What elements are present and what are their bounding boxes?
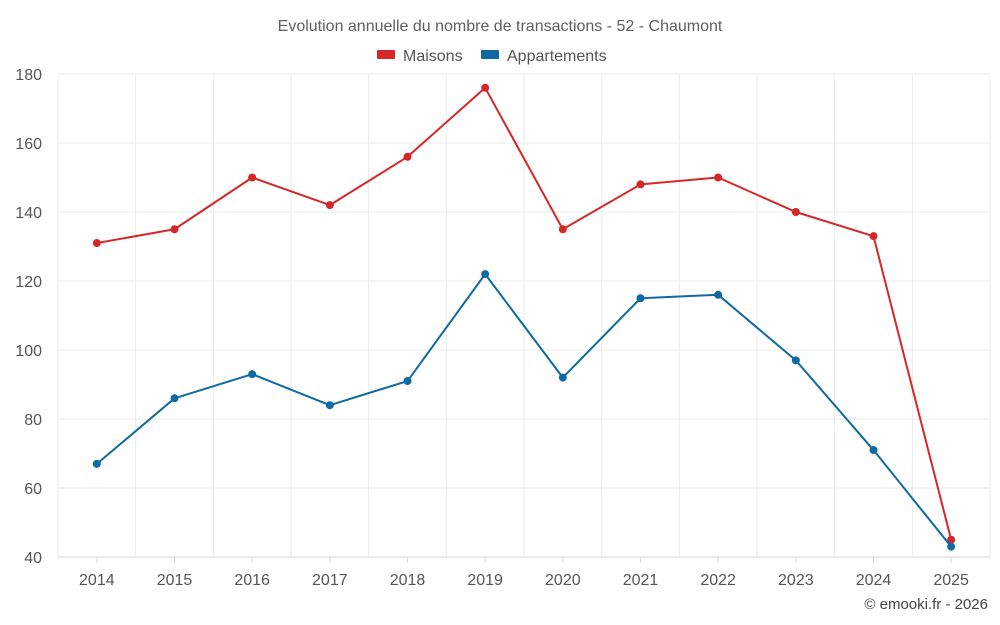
data-point-appartements[interactable]	[248, 370, 257, 379]
y-tick-label: 180	[15, 67, 42, 84]
x-tick-label: 2022	[700, 572, 736, 589]
y-tick-label: 140	[15, 205, 42, 222]
y-axis: 40 60 80 100 120 140 160 180	[15, 67, 42, 567]
series-line-appartements	[96, 273, 952, 548]
data-point-maisons[interactable]	[791, 208, 800, 216]
data-point-maisons[interactable]	[403, 152, 412, 161]
x-tick-label: 2020	[545, 572, 581, 589]
x-tick-label: 2021	[623, 572, 659, 589]
x-tick-label: 2017	[312, 572, 348, 589]
data-point-appartements[interactable]	[636, 294, 645, 303]
series	[92, 83, 956, 551]
data-point-appartements[interactable]	[325, 401, 334, 410]
data-point-maisons[interactable]	[947, 535, 956, 544]
legend: Maisons Appartements	[377, 48, 607, 65]
x-tick-label: 2014	[79, 572, 115, 589]
data-point-appartements[interactable]	[481, 270, 490, 279]
data-point-maisons[interactable]	[714, 173, 723, 182]
y-tick-label: 60	[24, 481, 42, 498]
x-tick-label: 2023	[778, 572, 814, 589]
data-point-maisons[interactable]	[92, 239, 101, 248]
data-point-appartements[interactable]	[170, 394, 179, 403]
legend-swatch-appartements	[481, 50, 499, 59]
data-point-maisons[interactable]	[636, 180, 645, 189]
data-point-appartements[interactable]	[92, 459, 101, 468]
data-point-maisons[interactable]	[558, 225, 567, 234]
data-point-appartements[interactable]	[791, 356, 800, 365]
chart-title: Evolution annuelle du nombre de transact…	[278, 18, 723, 35]
y-tick-label: 40	[24, 550, 42, 567]
legend-label-maisons[interactable]: Maisons	[403, 48, 463, 65]
y-tick-label: 100	[15, 343, 42, 360]
y-tick-label: 120	[15, 274, 42, 291]
data-point-appartements[interactable]	[558, 373, 567, 382]
data-point-appartements[interactable]	[869, 446, 878, 455]
x-tick-label: 2024	[856, 572, 892, 589]
data-point-appartements[interactable]	[403, 377, 412, 386]
x-tick-label: 2018	[390, 572, 426, 589]
series-appartements	[92, 270, 956, 551]
series-line-maisons	[96, 86, 953, 540]
x-tick-label: 2025	[933, 572, 969, 589]
data-point-appartements[interactable]	[714, 290, 723, 299]
data-point-maisons[interactable]	[170, 225, 179, 234]
data-point-maisons[interactable]	[325, 201, 334, 210]
legend-label-appartements[interactable]: Appartements	[507, 48, 607, 65]
legend-swatch-maisons	[377, 50, 395, 59]
credit-text: © emooki.fr - 2026	[864, 596, 988, 613]
x-tick-label: 2015	[157, 572, 193, 589]
x-axis: 2014 2015 2016 2017 2018 2019 2020 2021 2022 2023…	[79, 557, 969, 589]
data-point-maisons[interactable]	[248, 173, 257, 182]
grid	[57, 73, 991, 558]
data-point-maisons[interactable]	[869, 232, 878, 241]
x-tick-label: 2016	[234, 572, 270, 589]
y-tick-label: 160	[15, 136, 42, 153]
x-tick-label: 2019	[467, 572, 503, 589]
data-point-appartements[interactable]	[947, 542, 956, 551]
y-tick-label: 80	[24, 412, 42, 429]
data-point-maisons[interactable]	[481, 83, 490, 92]
series-maisons	[92, 83, 956, 544]
